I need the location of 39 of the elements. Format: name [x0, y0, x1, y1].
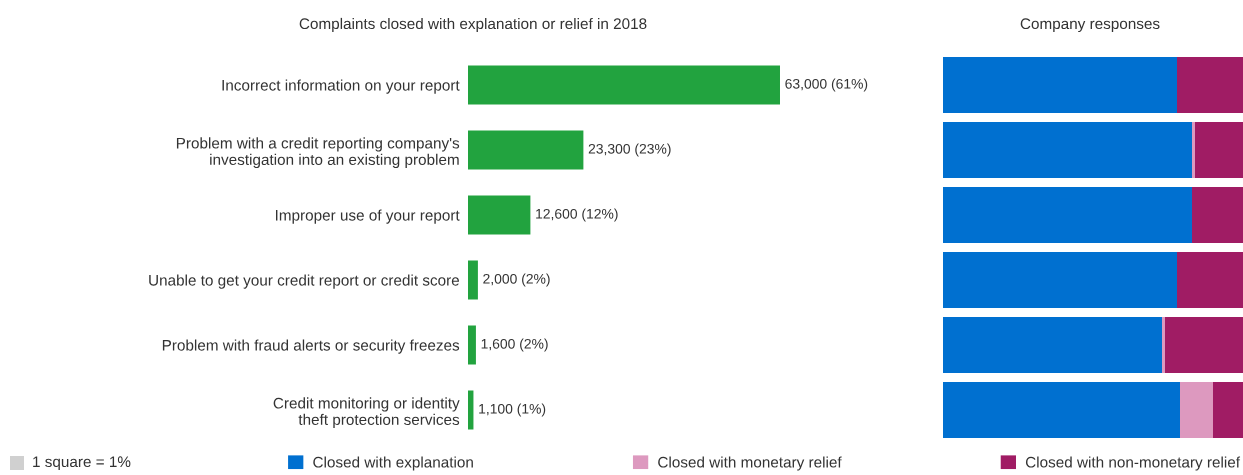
bar — [943, 187, 1192, 243]
bar — [943, 122, 1192, 178]
bar — [1180, 382, 1213, 438]
y-tick-label: Credit monitoring or identity theft protection services — [273, 397, 460, 429]
bar — [943, 57, 1177, 113]
y-tick-label: Problem with fraud alerts or security freezes — [162, 339, 460, 354]
bar — [468, 325, 476, 365]
legend-label: Closed with explanation — [313, 456, 473, 471]
bar — [1192, 187, 1243, 243]
bar — [468, 195, 531, 235]
y-tick-label: Unable to get your credit report or credit score — [149, 274, 460, 289]
y-tick-label: Problem with a credit reporting company's investigation into an existing problem — [176, 137, 460, 169]
data-label: 63,000 (61%) — [785, 78, 868, 92]
bar — [1192, 122, 1195, 178]
data-label: 23,300 (23%) — [588, 143, 671, 157]
bar — [943, 382, 1180, 438]
bar — [1177, 57, 1243, 113]
bar — [943, 252, 1177, 308]
bar — [468, 130, 584, 170]
bar — [468, 260, 478, 300]
bar — [943, 317, 1162, 373]
bar — [468, 65, 780, 105]
bar — [468, 390, 474, 430]
y-tick-label: Improper use of your report — [275, 209, 460, 224]
data-label: 12,600 (12%) — [536, 208, 618, 222]
chart-title: Complaints closed with explanation or relief in 2018 — [299, 17, 647, 33]
bar — [1177, 252, 1243, 308]
y-tick-label: Incorrect information on your report — [222, 79, 460, 94]
data-label: 1,100 (1%) — [479, 403, 546, 417]
bar — [1162, 317, 1165, 373]
chart-title: Company responses — [1020, 18, 1160, 33]
bar — [1165, 317, 1243, 373]
legend-label: Closed with non-monetary relief — [1025, 456, 1241, 471]
text: 1 square = 1% — [33, 456, 131, 471]
data-label: 2,000 (2%) — [483, 273, 550, 287]
data-label: 1,600 (2%) — [481, 338, 548, 352]
bar — [1213, 382, 1243, 438]
bar — [1195, 122, 1243, 178]
legend-label: Closed with monetary relief — [658, 456, 842, 471]
